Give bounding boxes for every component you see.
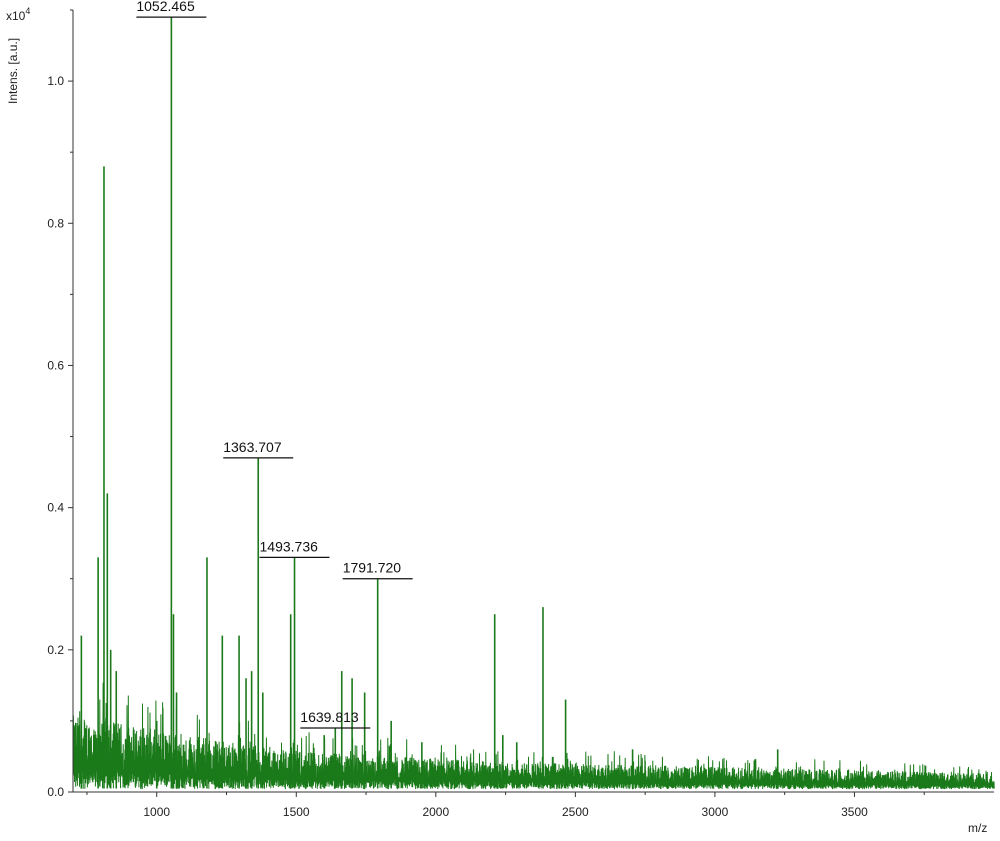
y-axis-multiplier: x104 (6, 6, 30, 23)
peak-label: 1363.707 (223, 439, 282, 455)
peak-label: 1791.720 (343, 560, 402, 576)
y-tick-label: 0.2 (47, 643, 64, 657)
x-tick-label: 1500 (283, 805, 310, 819)
y-tick-label: 1.0 (47, 74, 64, 88)
x-tick-label: 2500 (562, 805, 589, 819)
axes: 0.0 0.2 0.4 0.6 0.8 1.0 1000 1500 2000 2500 3000 35… (47, 9, 994, 819)
peak-label: 1052.465 (136, 0, 195, 14)
x-axis-title: m/z (968, 821, 987, 835)
y-tick-label: 0.8 (47, 216, 64, 230)
y-axis-title: Intens. [a.u.] (6, 38, 20, 104)
peak-label: 1639.813 (300, 709, 359, 725)
x-tick-label: 2000 (422, 805, 449, 819)
x-tick-label: 3500 (841, 805, 868, 819)
y-tick-label: 0.0 (47, 785, 64, 799)
y-tick-label: 0.6 (47, 358, 64, 372)
y-tick-label: 0.4 (47, 501, 64, 515)
spectrum-peaks (80, 17, 779, 789)
x-tick-label: 1000 (143, 805, 170, 819)
spectrum-baseline-noise (72, 682, 995, 790)
peak-label: 1493.736 (260, 538, 319, 554)
x-tick-label: 3000 (702, 805, 729, 819)
peak-annotations: 1052.465 1363.707 1493.736 1791.720 1639.813 (136, 0, 413, 729)
